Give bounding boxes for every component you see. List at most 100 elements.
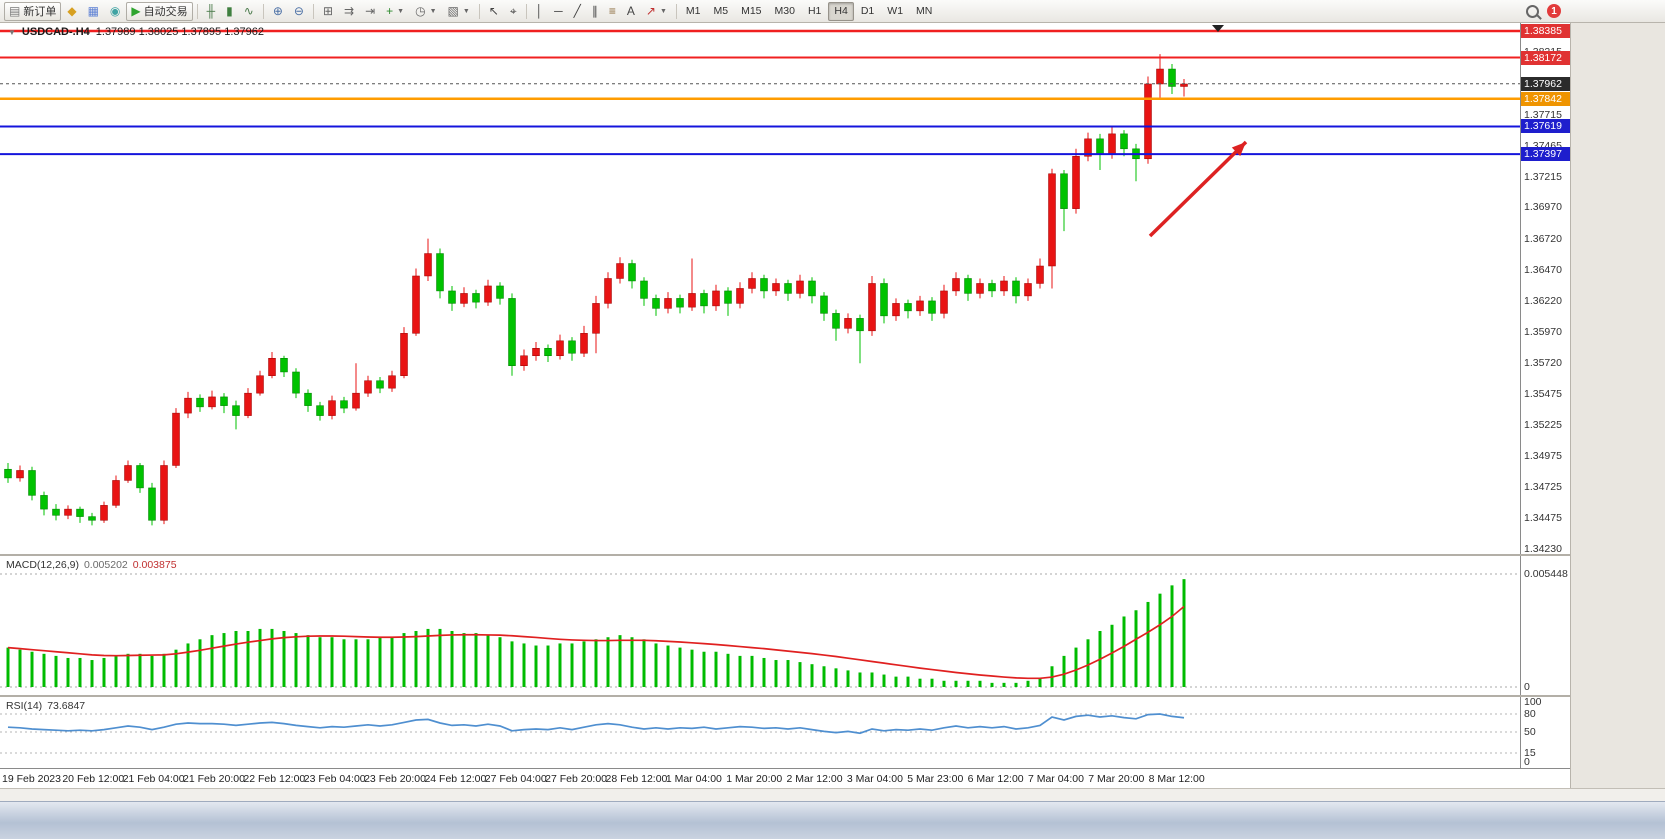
line-chart-icon: ∿ — [243, 4, 254, 18]
chart-symbol-period: USDCAD-.H4 — [21, 26, 90, 38]
chart-shift-icon: ⇥ — [365, 4, 376, 18]
line-chart-button[interactable]: ∿ — [239, 2, 259, 21]
timeframe-group: M1 M5 M15 M30 H1 H4 D1 W1 MN — [680, 1, 938, 21]
price-label: 1.35475 — [1524, 387, 1562, 400]
toolbar-separator — [675, 3, 677, 19]
candlestick-button[interactable]: ▮ — [221, 2, 238, 21]
macd-main-value: 0.005202 — [83, 559, 128, 571]
zoom-in-button[interactable]: ⊕ — [268, 2, 288, 21]
timeframe-d1[interactable]: D1 — [860, 5, 875, 17]
cursor-icon: ↖ — [488, 4, 499, 18]
arrow-label-icon: ↗ — [645, 4, 656, 18]
chart-shift-button[interactable]: ⇥ — [360, 2, 380, 21]
price-chart-plot[interactable] — [0, 22, 1520, 554]
time-label: 27 Feb 04:00 — [484, 773, 547, 785]
bar-chart-icon: ╫ — [206, 4, 216, 18]
text-button[interactable]: A — [622, 2, 640, 21]
macd-svg — [0, 573, 1520, 688]
new-order-icon: ▤ — [9, 4, 21, 18]
time-label: 6 Mar 12:00 — [967, 773, 1024, 785]
horizontal-line-button[interactable]: ─ — [549, 2, 568, 21]
crosshair-button[interactable]: ⌖ — [505, 2, 522, 21]
rsi-axis[interactable]: 100 80 50 15 0 — [1520, 696, 1571, 768]
taskbar-strip — [0, 801, 1665, 839]
toolbar-separator — [196, 3, 198, 19]
macd-plot[interactable] — [0, 556, 1520, 695]
toolbar-separator — [478, 3, 480, 19]
autotrade-button[interactable]: ▶ 自动交易 — [126, 1, 193, 21]
price-badge-1.37619: 1.37619 — [1521, 119, 1571, 134]
new-chart-button[interactable]: + ▼ — [381, 2, 409, 21]
macd-label: MACD(12,26,9) — [6, 559, 79, 571]
macd-panel: MACD(12,26,9) 0.005202 0.003875 0.005448… — [0, 556, 1571, 695]
price-panel: ▼ USDCAD-.H4 1.37989 1.38025 1.37895 1.3… — [0, 22, 1571, 555]
toolbar-buttons: ▤ 新订单 ◆ ▦ ◉ ▶ 自动交易 ╫ ▮ ∿ ⊕ ⊖ ⊞ ⇉ ⇥ + ▼ ◷ ▼ ▧ ▼ ↖ ⌖ │ ─ ╱ ∥ ≡ A ↗ ▼ — [4, 1, 680, 21]
timeframe-h4[interactable]: H4 — [828, 1, 854, 21]
zoom-out-button[interactable]: ⊖ — [289, 2, 309, 21]
auto-scroll-icon: ⇉ — [344, 4, 355, 18]
price-label: 1.36220 — [1524, 294, 1562, 307]
timeframe-w1[interactable]: W1 — [887, 5, 904, 17]
notification-badge[interactable]: 1 — [1547, 4, 1561, 18]
trendline-button[interactable]: ╱ — [569, 2, 586, 21]
time-label: 21 Feb 20:00 — [183, 773, 245, 785]
timeframe-mn[interactable]: MN — [916, 5, 933, 17]
time-axis[interactable]: 19 Feb 2023 20 Feb 12:00 21 Feb 04:00 21 Fe… — [0, 768, 1570, 789]
time-label: 1 Mar 20:00 — [726, 773, 783, 785]
rsi-label: RSI(14) — [6, 700, 43, 712]
timeframe-m30[interactable]: M30 — [774, 5, 795, 17]
chart-shift-marker[interactable] — [1212, 25, 1224, 32]
arrows-button[interactable]: ↗ ▼ — [641, 2, 672, 21]
vertical-line-icon: │ — [535, 4, 544, 18]
price-badge-1.37962: 1.37962 — [1521, 76, 1571, 91]
panel-divider[interactable] — [0, 554, 1570, 556]
time-label: 23 Feb 04:00 — [303, 773, 366, 785]
timeframe-m1[interactable]: M1 — [685, 5, 701, 17]
search-icon[interactable] — [1526, 4, 1539, 18]
panel-divider[interactable] — [0, 695, 1570, 697]
new-order-button-label: 新订单 — [23, 6, 57, 18]
chevron-down-icon: ▼ — [659, 7, 667, 15]
periods-button[interactable]: ◷ ▼ — [410, 2, 441, 21]
rsi-plot[interactable] — [0, 697, 1520, 768]
tile-windows-button[interactable]: ⊞ — [318, 2, 338, 21]
channel-button[interactable]: ∥ — [587, 2, 603, 21]
fibonacci-icon: ≡ — [608, 4, 616, 18]
auto-scroll-button[interactable]: ⇉ — [339, 2, 359, 21]
macd-axis-label: 0.005448 — [1524, 568, 1568, 580]
timeframe-m15[interactable]: M15 — [741, 5, 762, 17]
autotrade-button-label: 自动交易 — [143, 6, 188, 18]
macd-histogram — [6, 579, 1186, 687]
chart-collapse-icon[interactable]: ▼ — [8, 27, 16, 37]
arrow-annotation[interactable] — [1148, 140, 1248, 238]
templates-button[interactable]: ▧ ▼ — [443, 2, 475, 21]
timeframe-m5[interactable]: M5 — [713, 5, 729, 17]
time-label: 3 Mar 04:00 — [846, 773, 903, 785]
bar-chart-button[interactable]: ╫ — [202, 2, 221, 21]
time-label: 21 Feb 04:00 — [122, 773, 185, 785]
chevron-down-icon: ▼ — [429, 7, 437, 15]
rsi-line — [7, 713, 1185, 735]
new-order-button[interactable]: ▤ 新订单 — [4, 1, 62, 21]
price-badge-1.38385: 1.38385 — [1521, 24, 1571, 38]
fibonacci-button[interactable]: ≡ — [604, 2, 621, 21]
price-label: 1.34975 — [1524, 450, 1562, 463]
market-watch-icon: ▦ — [87, 4, 99, 18]
market-watch-button[interactable]: ▦ — [83, 2, 104, 21]
community-button[interactable]: ◉ — [105, 2, 125, 21]
price-badge-1.37397: 1.37397 — [1521, 147, 1571, 162]
time-label: 27 Feb 20:00 — [545, 773, 608, 785]
macd-axis[interactable]: 0.005448 0 — [1520, 556, 1571, 695]
time-label: 28 Feb 12:00 — [605, 773, 668, 785]
vertical-line-button[interactable]: │ — [531, 2, 549, 21]
charts-button[interactable]: ◆ — [62, 2, 81, 21]
rsi-value: 73.6847 — [47, 700, 86, 712]
price-label: 1.35225 — [1524, 418, 1562, 431]
timeframe-h1[interactable]: H1 — [807, 5, 822, 17]
cursor-button[interactable]: ↖ — [484, 2, 504, 21]
price-axis[interactable]: 1.382151.377151.374651.372151.369701.367… — [1520, 22, 1571, 555]
price-label: 1.34725 — [1524, 481, 1562, 494]
price-label: 1.34230 — [1524, 543, 1562, 555]
horizontal-scrollbar[interactable] — [0, 788, 1665, 802]
